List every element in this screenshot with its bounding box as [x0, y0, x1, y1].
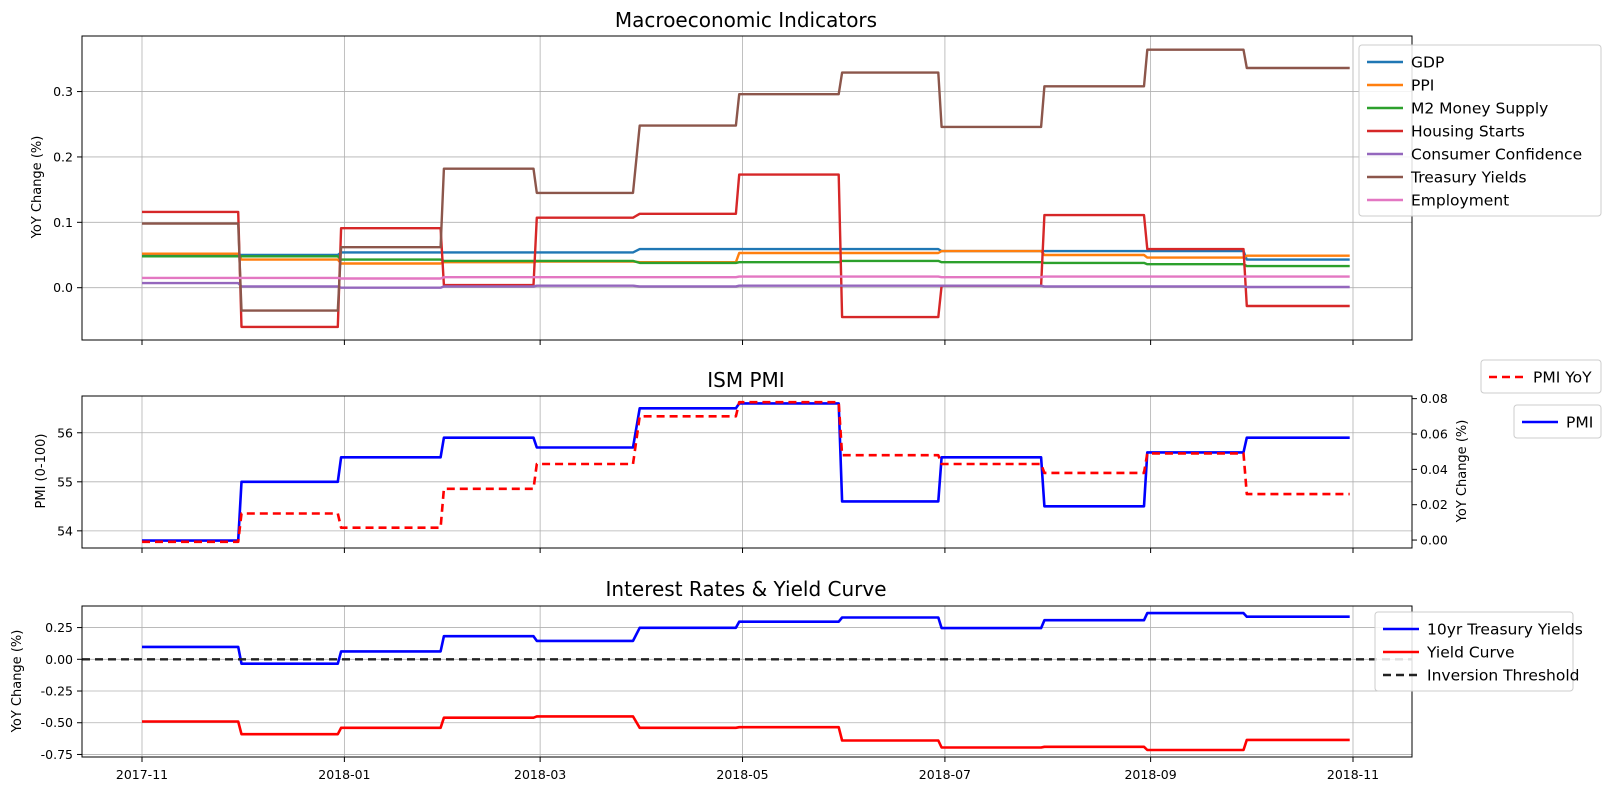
ism-pmi-ylabel: PMI (0-100)	[34, 434, 49, 509]
macro-indicators-title: Macroeconomic Indicators	[615, 8, 877, 32]
y-tick-label: 0.2	[53, 149, 73, 164]
macro-legend-frame	[1358, 44, 1602, 217]
y-tick-label: -0.50	[41, 715, 73, 730]
employment-line	[142, 275, 1350, 280]
pmi-line	[142, 402, 1350, 542]
y-tick-label: 0.00	[45, 652, 73, 667]
y-tick-label: -0.75	[41, 747, 73, 762]
x-tick-label: 2018-09	[1124, 767, 1176, 782]
y-tick-label: 54	[57, 523, 73, 538]
x-tick-label: 2018-11	[1327, 767, 1379, 782]
legend-label: M2 Money Supply	[1411, 100, 1548, 118]
macro-legend: GDP PPI M2 Money Supply Housing Starts Consu…	[1358, 44, 1602, 217]
x-tick-label: 2017-11	[116, 767, 168, 782]
ism-pmi-panel: ISM PMI PMI (0-100) YoY Change (%) 54 55 5…	[34, 359, 1602, 553]
rates-legend: 10yr Treasury Yields Yield Curve Inversion…	[1374, 611, 1583, 692]
x-tick-label: 2018-01	[318, 767, 370, 782]
legend-label: Treasury Yields	[1410, 169, 1527, 187]
ism-pmi-frame	[81, 395, 1413, 549]
y-tick-label: 55	[57, 474, 73, 489]
y-right-tick-label: 0.04	[1420, 462, 1448, 477]
housing-starts-line	[142, 173, 1350, 329]
interest-rates-ylabel: YoY Change (%)	[10, 630, 25, 734]
y-tick-label: -0.25	[41, 684, 73, 699]
interest-rates-title: Interest Rates & Yield Curve	[606, 577, 887, 601]
x-tick-label: 2018-05	[716, 767, 768, 782]
y-tick-label: 0.25	[45, 620, 73, 635]
legend-label: Yield Curve	[1426, 644, 1515, 662]
legend-label: PMI	[1566, 414, 1593, 432]
10yr-treasury-yields-line	[142, 611, 1350, 666]
pmi-legend: PMI	[1513, 404, 1602, 439]
y-tick-label: 0.1	[53, 215, 73, 230]
legend-label: Housing Starts	[1411, 123, 1525, 141]
y-right-tick-label: 0.08	[1420, 391, 1448, 406]
yield-curve-line	[142, 715, 1350, 752]
pmi-yoy-line	[142, 400, 1350, 544]
y-tick-label: 56	[57, 425, 73, 440]
legend-label: GDP	[1411, 54, 1444, 72]
ism-pmi-ylabel-right: YoY Change (%)	[1455, 420, 1470, 524]
y-tick-label: 0.0	[53, 280, 73, 295]
consumer-confidence-line	[142, 281, 1350, 289]
y-right-tick-label: 0.02	[1420, 497, 1448, 512]
treasury-yields-line	[142, 48, 1350, 312]
interest-rates-panel: Interest Rates & Yield Curve YoY Change …	[10, 577, 1583, 782]
macro-indicators-ylabel: YoY Change (%)	[30, 136, 45, 240]
x-tick-label: 2018-07	[919, 767, 971, 782]
legend-label: 10yr Treasury Yields	[1427, 621, 1583, 639]
legend-label: PPI	[1411, 77, 1434, 95]
legend-label: Inversion Threshold	[1427, 667, 1579, 685]
pmi-yoy-legend: PMI YoY	[1480, 359, 1602, 394]
y-tick-label: 0.3	[53, 84, 73, 99]
rates-legend-frame	[1374, 611, 1574, 692]
y-right-tick-label: 0.06	[1420, 427, 1448, 442]
legend-label: PMI YoY	[1533, 369, 1592, 387]
x-tick-label: 2018-03	[514, 767, 566, 782]
pmi-yoy-legend-frame	[1480, 359, 1602, 394]
y-right-tick-label: 0.00	[1420, 533, 1448, 548]
macro-indicators-panel: Macroeconomic Indicators YoY Change (%) …	[30, 8, 1602, 345]
macro-indicators-frame	[81, 35, 1413, 341]
ism-pmi-title: ISM PMI	[707, 368, 784, 392]
legend-label: Employment	[1411, 192, 1509, 210]
legend-label: Consumer Confidence	[1411, 146, 1582, 164]
